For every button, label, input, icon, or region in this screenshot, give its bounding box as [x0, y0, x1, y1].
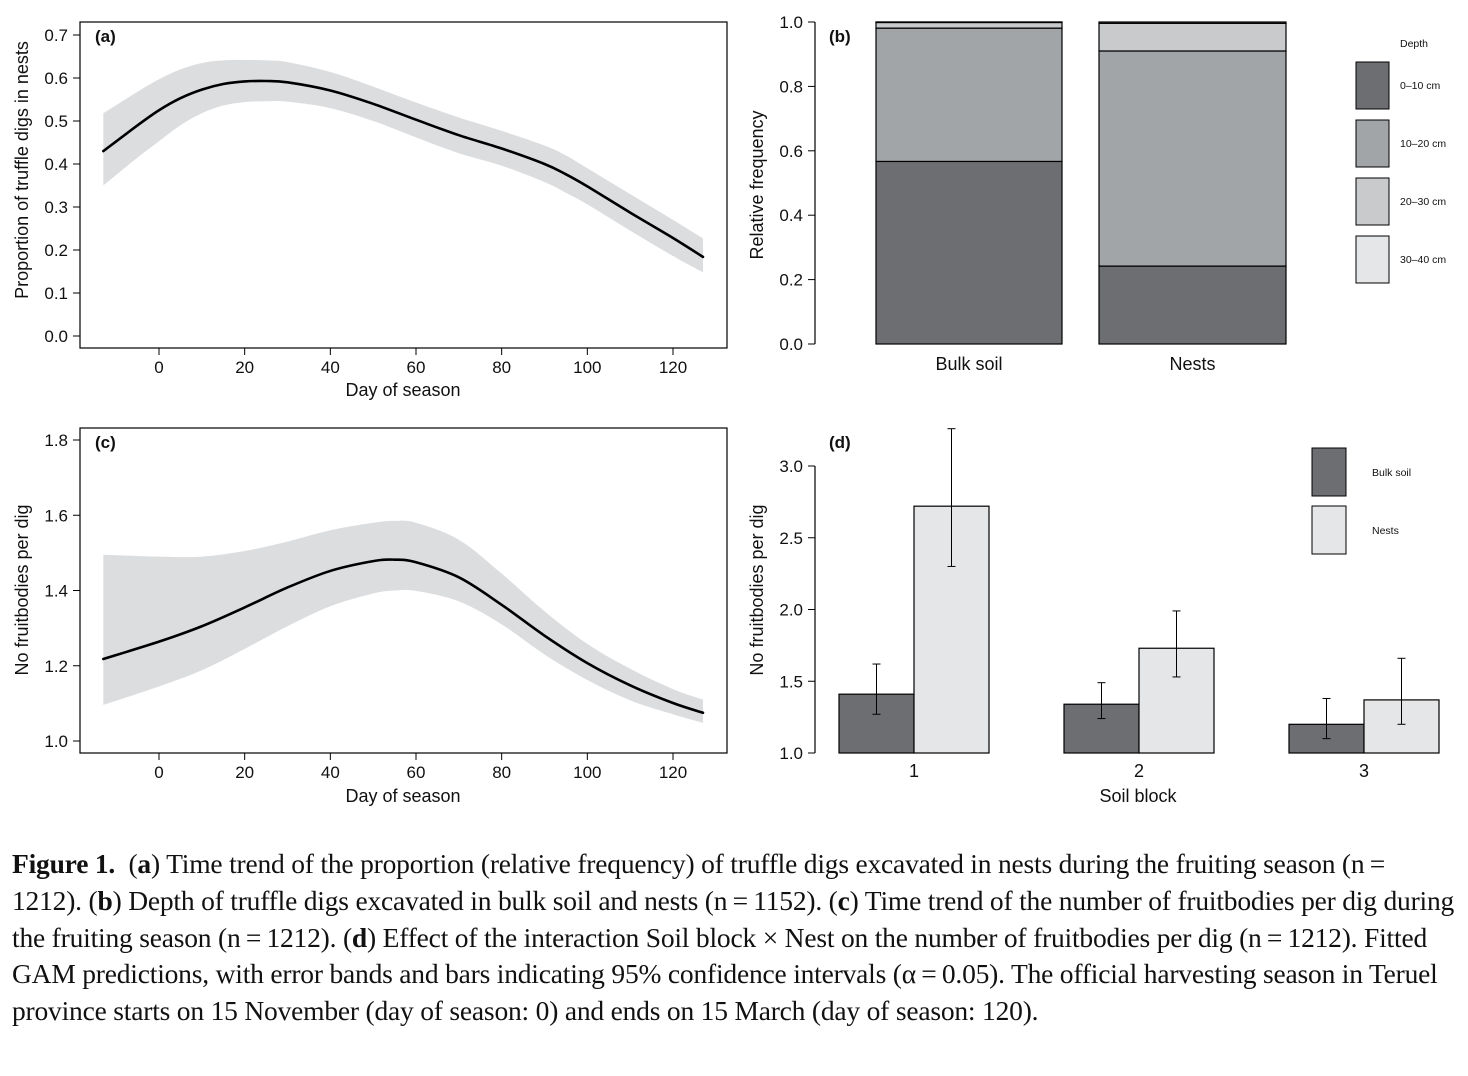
y-tick-label: 0.7 — [44, 26, 68, 45]
legend-swatch — [1355, 119, 1390, 168]
panel-label: (b) — [829, 27, 851, 46]
y-tick-label: 0.5 — [44, 112, 68, 131]
plot-frame — [79, 21, 728, 349]
x-tick-label: 20 — [235, 358, 254, 377]
fitted-line — [102, 79, 705, 259]
bar-segment — [1098, 50, 1287, 267]
x-tick-label: 40 — [321, 358, 340, 377]
x-tick-label: 1 — [909, 761, 919, 781]
x-tick-label: 80 — [492, 358, 511, 377]
confidence-band — [103, 59, 703, 273]
legend-swatch — [1355, 235, 1390, 284]
caption-part-b: ) Depth of truffle digs excavated in bul… — [112, 884, 838, 916]
x-tick-label: Bulk soil — [935, 354, 1002, 374]
x-tick-label: Nests — [1169, 354, 1215, 374]
legend: Bulk soil Nests — [1311, 447, 1411, 555]
panel-label: (a) — [95, 27, 116, 46]
y-tick-label: 0.3 — [44, 198, 68, 217]
y-tick-label: 0.4 — [44, 155, 68, 174]
y-tick-label: 1.0 — [44, 732, 68, 751]
x-tick-label: 20 — [235, 763, 254, 782]
y-tick-label: 2.0 — [779, 601, 803, 620]
x-tick-label: 120 — [659, 358, 687, 377]
panel-a: 0.0 0.1 0.2 0.3 0.4 0.5 0.6 0.7 0 20 40 60 80 100 120 (… — [12, 21, 728, 400]
caption-label: Figure 1. — [12, 848, 116, 879]
caption-part-a: ) Time trend of the proportion (relative… — [12, 848, 1391, 916]
x-tick-label: 3 — [1359, 761, 1369, 781]
legend-swatch — [1311, 447, 1347, 497]
y-tick-label: 1.6 — [44, 506, 68, 525]
x-tick-label: 0 — [154, 763, 163, 782]
fitted-line — [102, 558, 705, 715]
x-tick-label: 60 — [407, 763, 426, 782]
x-tick-label: 0 — [154, 358, 163, 377]
x-tick-label: 100 — [573, 358, 601, 377]
caption-part-d-key: d — [351, 921, 368, 953]
bar-segment — [875, 160, 1063, 345]
y-tick-label: 0.0 — [779, 335, 803, 354]
y-tick-label: 2.5 — [779, 529, 803, 548]
y-tick-label: 0.1 — [44, 284, 68, 303]
panel-b: Bulk soil Nests 0.0 0.2 0.4 0.6 0.8 1.0 (b) Relat… — [747, 13, 1446, 374]
bar-segment — [1098, 22, 1287, 52]
legend-label: 30–40 cm — [1400, 254, 1446, 266]
legend-label: Nests — [1372, 525, 1399, 537]
x-tick-label: 60 — [407, 358, 426, 377]
legend-label: 20–30 cm — [1400, 196, 1446, 208]
legend-label: 10–20 cm — [1400, 138, 1446, 150]
y-tick-label: 0.6 — [779, 142, 803, 161]
y-tick-label: 0.0 — [44, 327, 68, 346]
legend-swatch — [1355, 61, 1390, 110]
caption-part-d: ) Effect of the interaction Soil block ×… — [12, 921, 1438, 1027]
x-axis-label: Day of season — [345, 786, 460, 806]
x-axis-label: Soil block — [1099, 786, 1177, 806]
panel-c: 1.0 1.2 1.4 1.6 1.8 0 20 40 60 80 100 120 (c) Day of … — [12, 427, 728, 806]
figure-caption: Figure 1. (a) Time trend of the proporti… — [12, 848, 1455, 1027]
y-axis-label: No fruitbodies per dig — [747, 504, 767, 675]
legend: Depth 0–10 cm 10–20 cm 20–30 cm 30–40 cm — [1355, 38, 1446, 284]
bar-segment — [875, 27, 1063, 163]
legend-label: Bulk soil — [1372, 467, 1411, 479]
bar-segment — [1098, 21, 1287, 24]
y-axis-label: Proportion of truffle digs in nests — [12, 41, 32, 299]
y-tick-label: 0.4 — [779, 206, 803, 225]
y-tick-label: 1.8 — [44, 431, 68, 450]
y-tick-label: 0.2 — [779, 271, 803, 290]
y-tick-label: 1.5 — [779, 672, 803, 691]
caption-part-b-key: b — [97, 884, 113, 916]
y-tick-label: 1.0 — [779, 744, 803, 763]
y-tick-label: 0.6 — [44, 69, 68, 88]
y-axis-label: Relative frequency — [747, 110, 767, 259]
y-axis-label: No fruitbodies per dig — [12, 504, 32, 675]
x-tick-label: 2 — [1134, 761, 1144, 781]
x-tick-label: 120 — [659, 763, 687, 782]
y-tick-label: 1.2 — [44, 657, 68, 676]
caption-part-c-key: c — [837, 884, 850, 916]
panel-label: (c) — [95, 433, 116, 452]
caption-part-c: ) Time trend of the number of fruitbodie… — [12, 884, 1455, 953]
y-tick-label: 1.4 — [44, 582, 68, 601]
x-tick-label: 80 — [492, 763, 511, 782]
bar-segment — [1098, 265, 1287, 345]
legend-swatch — [1311, 505, 1347, 555]
x-tick-label: 40 — [321, 763, 340, 782]
bar-segment — [875, 21, 1063, 24]
legend-title: Depth — [1400, 38, 1428, 50]
x-axis-label: Day of season — [345, 380, 460, 400]
y-tick-label: 0.8 — [779, 77, 803, 96]
figure: 0.00.10.20.30.40.50.60.70 20 40 60 80 100 120(… — [12, 13, 1446, 806]
legend-label: 0–10 cm — [1400, 80, 1441, 92]
confidence-band — [103, 520, 703, 723]
x-tick-label: 100 — [573, 763, 601, 782]
y-tick-label: 1.0 — [779, 13, 803, 32]
y-tick-label: 3.0 — [779, 457, 803, 476]
panel-label: (d) — [829, 433, 851, 452]
y-tick-label: 0.2 — [44, 241, 68, 260]
panel-d: 1 2 3 1.0 1.5 2.0 2.5 3.0 (d) Soil block No fruitb… — [747, 428, 1440, 806]
caption-part-a-key: a — [137, 848, 151, 879]
legend-swatch — [1355, 177, 1390, 226]
